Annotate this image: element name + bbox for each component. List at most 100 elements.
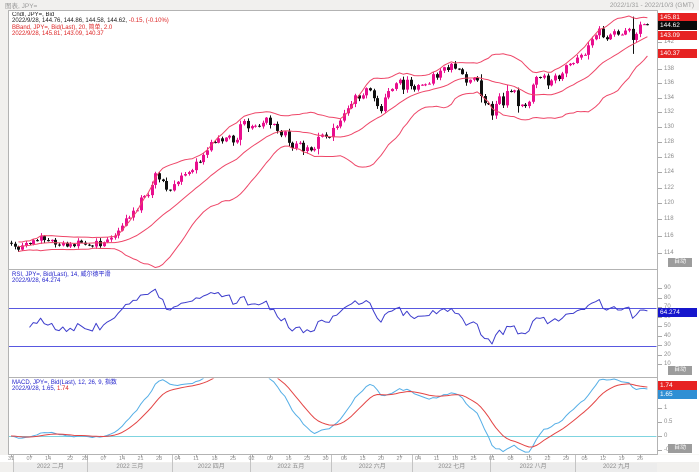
auto-scale-button[interactable]: 自动: [668, 366, 692, 375]
y-axis-tick-label: 0.5: [664, 418, 673, 425]
x-axis-month-band: 2022 九月: [575, 463, 657, 472]
y-axis-tick-label: 124: [664, 168, 675, 175]
price-axis[interactable]: 1441421401381361341321301281261241221201…: [658, 10, 699, 455]
legend-text: RSI, JPY=, Bid(Last), 14, 威尔德平滑: [12, 272, 111, 278]
x-axis-day-label: 01: [488, 455, 496, 462]
price-badge: 144.62: [658, 20, 697, 30]
x-axis-day-label: 14: [118, 455, 126, 462]
legend-line[interactable]: 2022/9/28, 145.81, 143.09, 140.37: [12, 31, 169, 37]
y-axis-tick-mark: [658, 407, 662, 409]
x-axis-day-label: 27: [396, 455, 403, 462]
legend-text: 2022/9/28, 1.65,: [12, 386, 58, 393]
y-axis-tick-label: 1: [664, 404, 668, 411]
auto-scale-button[interactable]: 自动: [668, 258, 692, 267]
y-axis-tick-label: 130: [664, 123, 675, 130]
x-axis-day-label: 14: [44, 455, 52, 462]
price-badge: 143.09: [658, 30, 697, 40]
legend-text: BBand, JPY=, Bid(Last), 20, 简单, 2.0: [12, 24, 113, 31]
legend-text: 2022/9/28, 145.81, 143.09, 140.37: [12, 31, 104, 38]
legend-line[interactable]: Cndl, JPY=, Bid: [12, 12, 169, 18]
y-axis-tick-mark: [658, 288, 662, 289]
x-axis-day-label: 26: [636, 455, 644, 462]
y-axis-tick-label: 90: [664, 285, 671, 291]
x-axis-day-label: 29: [562, 455, 570, 462]
x-axis-day-label: 11: [193, 455, 199, 462]
y-axis-tick-mark: [658, 187, 662, 189]
x-axis-day-label: 06: [340, 455, 348, 462]
x-axis-day-label: 28: [155, 455, 163, 462]
y-axis-tick-mark: [658, 421, 662, 423]
y-axis-tick-label: 20: [664, 351, 671, 358]
legend-line[interactable]: 2022/9/28, 64.274: [12, 278, 111, 284]
x-axis-day-label: 23: [303, 455, 311, 462]
x-axis-day-label: 09: [266, 455, 274, 462]
time-axis[interactable]: 31 07 14 22 28 07 14 21 28 04 11 18 25 02 09 16 23 30 06 13…: [0, 455, 699, 472]
x-axis-day-label: 19: [618, 455, 625, 462]
x-axis-month-band: 2022 四月: [171, 463, 250, 472]
legend-text: MACD, JPY=, Bid(Last), 12, 26, 9, 指数: [12, 380, 117, 386]
y-axis-tick-label: 114: [664, 249, 674, 256]
x-axis-day-label: 08: [507, 455, 514, 462]
legend-line[interactable]: BBand, JPY=, Bid(Last), 20, 简单, 2.0: [12, 25, 169, 31]
y-axis-tick-mark: [658, 307, 662, 308]
y-axis-tick-mark: [658, 112, 662, 114]
legend-line[interactable]: 2022/9/28, 1.65, 1.74: [12, 386, 117, 392]
y-axis-tick-mark: [658, 326, 662, 327]
y-axis-tick-mark: [658, 219, 662, 221]
x-axis-day-label: 21: [137, 455, 144, 462]
y-axis-tick-label: 50: [664, 323, 671, 329]
y-axis-tick-label: 120: [664, 200, 675, 207]
legend-text: -0.15, (-0.10%): [128, 18, 169, 25]
y-axis-tick-mark: [658, 335, 662, 337]
x-axis-day-label: 16: [285, 455, 292, 462]
x-axis-day-label: 11: [433, 455, 440, 462]
legend-text: Cndl, JPY=, Bid: [12, 12, 55, 18]
y-axis-tick-mark: [658, 297, 662, 299]
x-axis-day-label: 18: [211, 455, 218, 462]
y-axis-tick-label: 134: [664, 94, 675, 101]
y-axis-tick-label: 136: [664, 80, 675, 87]
y-axis-tick-label: 70: [664, 304, 671, 310]
main-chart-legend: Cndl, JPY=, Bid 2022/9/28, 144.76, 144.86…: [12, 12, 169, 38]
y-axis-tick-label: 80: [664, 294, 671, 301]
x-axis-day-label: 22: [67, 455, 74, 462]
price-badge: 140.37: [658, 49, 697, 59]
y-axis-tick-label: 128: [664, 138, 675, 145]
x-axis-day-label: 22: [544, 455, 551, 462]
y-axis-tick-label: 40: [664, 332, 671, 339]
y-axis-tick-label: 30: [664, 342, 671, 348]
macd-value-badge: 1.65: [658, 390, 697, 400]
x-axis-day-label: 20: [377, 455, 385, 462]
x-axis-day-label: 13: [359, 455, 366, 462]
x-axis-month-band: 2022 五月: [249, 463, 332, 472]
y-axis-tick-mark: [658, 69, 662, 71]
legend-text: 2022/9/28, 144.76, 144.86, 144.58, 144.6…: [12, 18, 129, 25]
y-axis-tick-mark: [658, 141, 662, 143]
legend-line[interactable]: MACD, JPY=, Bid(Last), 12, 26, 9, 指数: [12, 380, 117, 386]
x-axis-day-label: 18: [451, 455, 459, 462]
x-axis-day-label: 12: [599, 455, 607, 462]
x-axis-month-band: 2022 三月: [86, 463, 172, 472]
legend-line[interactable]: RSI, JPY=, Bid(Last), 14, 威尔德平滑: [12, 272, 111, 278]
auto-scale-button[interactable]: 自动: [668, 444, 692, 453]
y-axis-tick-label: 116: [664, 232, 674, 239]
legend-line[interactable]: 2022/9/28, 144.76, 144.86, 144.58, 144.6…: [12, 18, 169, 24]
y-axis-tick-mark: [658, 235, 662, 237]
x-axis-day-label: 28: [81, 455, 89, 462]
x-axis-month-band: 2022 六月: [331, 463, 413, 472]
y-axis-tick-mark: [658, 126, 662, 128]
x-axis-day-label: 25: [470, 455, 477, 462]
y-axis-tick-mark: [658, 156, 662, 158]
y-axis-tick-mark: [658, 449, 662, 451]
y-axis-tick-label: 142: [664, 39, 675, 46]
x-axis-day-label: 04: [414, 455, 422, 462]
x-axis-day-label: 25: [229, 455, 237, 462]
y-axis-tick-mark: [658, 354, 662, 356]
y-axis-tick-mark: [658, 97, 662, 99]
x-axis-month-band: 2022 八月: [490, 463, 576, 472]
x-axis-month-band: 2022 七月: [412, 463, 491, 472]
x-axis-day-label: 07: [26, 455, 33, 462]
rsi-legend: RSI, JPY=, Bid(Last), 14, 威尔德平滑 2022/9/28…: [12, 272, 111, 285]
y-axis-tick-label: 126: [664, 153, 675, 160]
